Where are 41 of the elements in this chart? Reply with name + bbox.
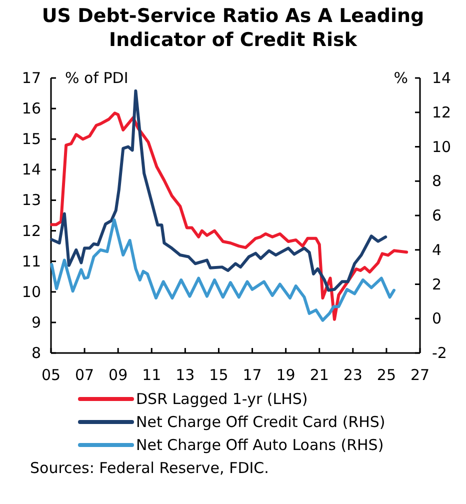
y-axis-title: % of PDI [65, 69, 128, 87]
y2-tick-label: 0 [432, 310, 442, 328]
x-tick-label: 27 [410, 366, 430, 384]
y2-tick-label: 2 [432, 275, 442, 294]
y2-tick-label: 10 [432, 138, 452, 156]
y2-tick-label: -2 [432, 344, 447, 362]
x-tick-label: 23 [343, 366, 362, 384]
x-tick-label: 15 [209, 366, 228, 384]
y-tick-label: 16 [22, 100, 41, 118]
x-tick-label: 07 [75, 366, 94, 384]
x-tick-label: 05 [41, 366, 61, 384]
y-tick-label: 15 [22, 130, 41, 148]
legend-label: DSR Lagged 1-yr (LHS) [136, 390, 308, 408]
x-tick-label: 13 [176, 366, 195, 384]
x-tick-label: 17 [242, 366, 262, 384]
chart-title: US Debt-Service Ratio As A Leading Indicator of Credit Risk [42, 5, 424, 51]
y-tick-label: 13 [22, 191, 41, 210]
line-series [50, 89, 388, 292]
y2-tick-label: 6 [432, 206, 442, 224]
y-tick-label: 10 [22, 282, 41, 301]
x-tick-label: 11 [142, 366, 162, 384]
y2-tick-label: 12 [432, 103, 452, 122]
y-tick-label: 14 [22, 160, 41, 179]
line-series [50, 112, 408, 321]
y-tick-label: 11 [22, 252, 41, 270]
y-tick-label: 17 [22, 69, 41, 87]
y2-axis-title: % [394, 69, 408, 87]
y-tick-label: 9 [31, 313, 41, 332]
y-tick-label: 12 [22, 222, 41, 240]
y-tick-label: 8 [31, 344, 41, 362]
y2-tick-label: 14 [432, 69, 452, 87]
x-tick-label: 09 [108, 366, 128, 384]
source-note: Sources: Federal Reserve, FDIC. [30, 459, 269, 477]
legend-label: Net Charge Off Auto Loans (RHS) [136, 436, 384, 454]
legend-label: Net Charge Off Credit Card (RHS) [136, 413, 386, 431]
y2-tick-label: 8 [432, 172, 442, 190]
y2-tick-label: 4 [432, 240, 442, 259]
line-series [50, 218, 396, 322]
x-tick-label: 25 [376, 366, 396, 384]
x-tick-label: 21 [310, 366, 329, 384]
x-tick-label: 19 [276, 366, 296, 384]
